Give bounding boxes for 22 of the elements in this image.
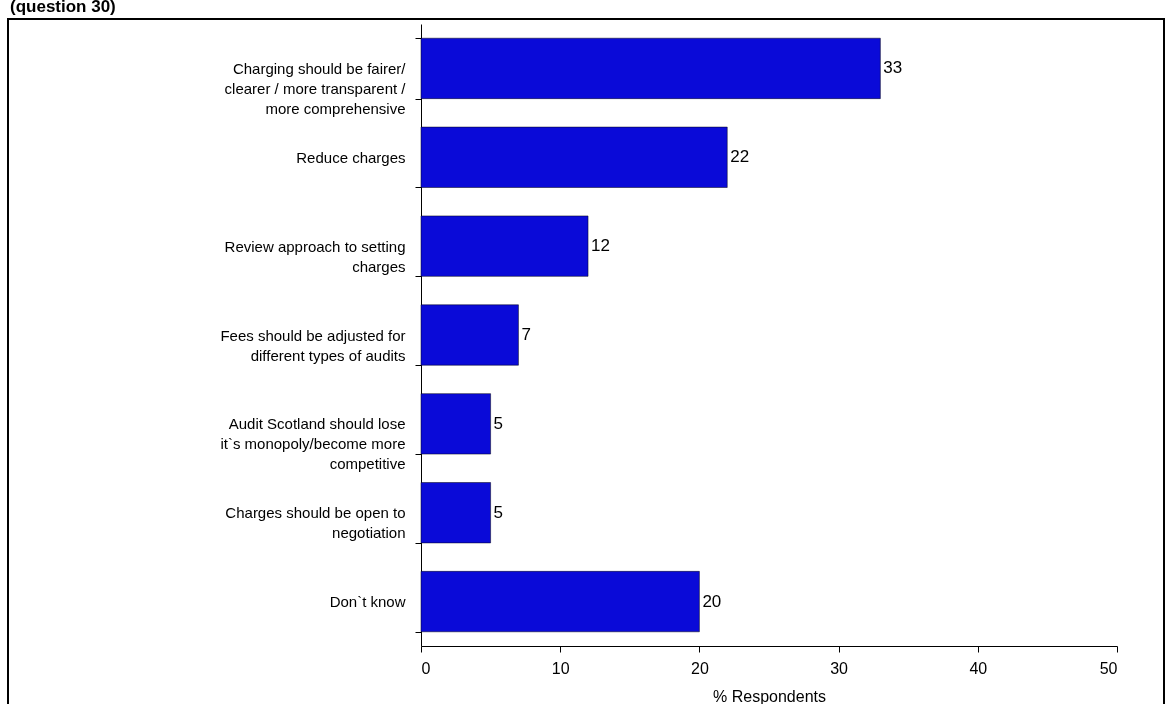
y-tick-label: Review approach to setting charges	[224, 237, 406, 275]
y-tick-label: Audit Scotland should lose it`s monopoly/become more competitive	[220, 415, 406, 473]
x-tick-label: 20	[691, 659, 709, 677]
x-tick-label: 50	[1099, 659, 1118, 677]
y-tick-label: Fees should be adjusted for different types of audits	[220, 326, 406, 364]
data-label: 7	[521, 325, 531, 344]
data-label: 22	[730, 147, 750, 167]
data-label: 12	[591, 236, 610, 256]
data-label: 5	[493, 502, 504, 522]
text: (question 30)	[10, 0, 116, 17]
y-tick-label: Charging should be fairer/ clearer / more transparent / more comprehensive	[224, 59, 407, 117]
x-tick-label: 30	[830, 659, 849, 677]
data-label: 5	[493, 413, 504, 433]
y-tick-label: Don`t know	[329, 593, 406, 611]
y-tick-label: Charges should be open to negotiation	[225, 504, 406, 542]
x-tick-label: 0	[421, 659, 431, 677]
x-tick-label: 10	[551, 659, 570, 677]
data-label: 33	[883, 58, 903, 78]
x-axis-title: % Respondents	[713, 687, 826, 704]
y-tick-label: Reduce charges	[296, 148, 406, 166]
data-label: 20	[702, 591, 722, 611]
x-tick-label: 40	[969, 659, 988, 677]
